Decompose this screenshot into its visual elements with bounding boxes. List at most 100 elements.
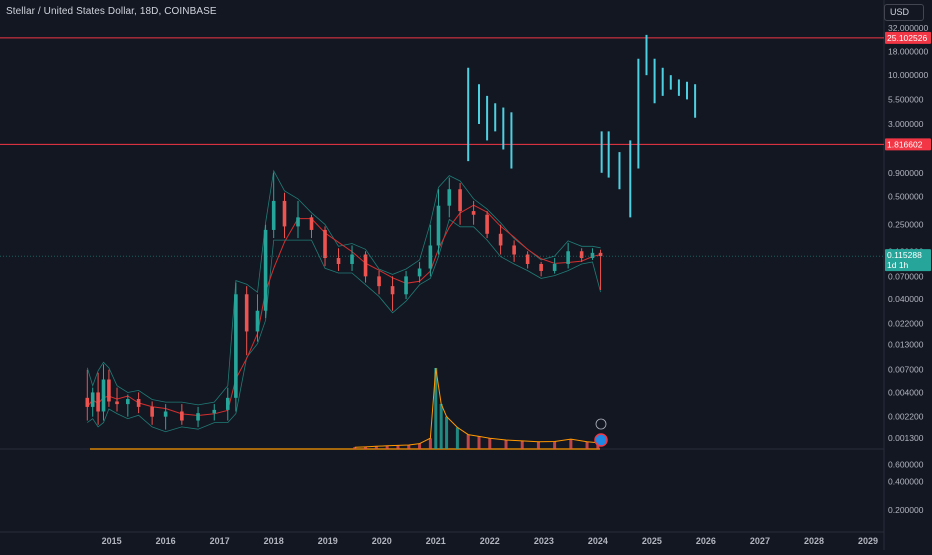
lightning-icon[interactable] <box>595 418 607 430</box>
last-price-label-bg <box>885 249 931 272</box>
candle-body <box>90 392 95 407</box>
candle-body <box>85 397 90 407</box>
candle-body <box>598 252 603 257</box>
candle-body <box>244 294 249 332</box>
price-axis-tick: 0.040000 <box>888 294 924 304</box>
candle-body <box>263 229 268 311</box>
band-upper-line <box>86 169 601 406</box>
candle-body <box>96 392 100 412</box>
candle-body <box>404 276 408 295</box>
volume-bar <box>439 404 443 449</box>
volume-bar <box>455 427 459 449</box>
volume-bar <box>520 440 524 449</box>
candle-body <box>417 268 422 277</box>
time-axis-tick: 2020 <box>372 536 392 546</box>
candle-body <box>512 245 516 255</box>
time-axis-tick: 2019 <box>318 536 338 546</box>
candle-body <box>296 217 300 227</box>
volume-average-line <box>354 367 598 448</box>
horizontal-line-label: 1.816602 <box>887 139 923 149</box>
price-axis-tick: 0.500000 <box>888 192 924 202</box>
candle-body <box>336 258 341 264</box>
candle-body <box>436 205 441 246</box>
time-axis-tick: 2016 <box>156 536 176 546</box>
candle-body <box>126 399 130 405</box>
volume-bar <box>353 447 357 449</box>
time-axis-tick: 2022 <box>480 536 500 546</box>
candle-body <box>428 245 433 269</box>
candle-body <box>390 286 395 295</box>
candle-body <box>271 200 276 230</box>
price-axis-tick: 0.070000 <box>888 271 924 281</box>
candle-body <box>539 263 543 271</box>
candle-body <box>363 254 368 277</box>
candle-body <box>350 254 354 264</box>
price-axis-tick: 32.000000 <box>888 23 928 33</box>
candle-body <box>485 214 489 234</box>
candle-body <box>309 217 314 230</box>
volume-bar <box>374 446 378 449</box>
price-axis-tick: 0.001300 <box>888 433 924 443</box>
volume-bar <box>466 434 470 449</box>
price-axis-tick: 0.900000 <box>888 168 924 178</box>
price-axis-tick: 0.022000 <box>888 318 924 328</box>
candle-body <box>180 411 184 421</box>
candle-body <box>323 229 327 259</box>
volume-bar <box>488 438 492 449</box>
volume-bar <box>428 438 432 449</box>
price-axis-tick: 0.250000 <box>888 220 924 230</box>
time-axis-tick: 2028 <box>804 536 824 546</box>
volume-bar <box>407 445 411 449</box>
candle-body <box>115 401 119 405</box>
price-axis-tick: 0.002200 <box>888 412 924 422</box>
candle-body <box>255 310 260 332</box>
volume-bar <box>477 436 481 449</box>
price-axis-tick: 10.000000 <box>888 70 928 80</box>
volume-bar <box>585 441 589 449</box>
price-axis-tick: 0.004000 <box>888 387 924 397</box>
horizontal-line-label: 25.102526 <box>887 33 927 43</box>
volume-bar <box>418 443 422 449</box>
candle-body <box>525 254 530 264</box>
time-axis-tick: 2024 <box>588 536 608 546</box>
time-axis-tick: 2026 <box>696 536 716 546</box>
candle-body <box>590 252 595 259</box>
currency-button[interactable]: USD <box>884 4 924 21</box>
candle-body <box>566 251 570 264</box>
time-axis-tick: 2027 <box>750 536 770 546</box>
time-axis-tick: 2021 <box>426 536 446 546</box>
candle-body <box>498 233 503 246</box>
time-axis-tick: 2025 <box>642 536 662 546</box>
candle-body <box>196 413 200 421</box>
candle-body <box>212 409 217 414</box>
candle-body <box>225 397 230 410</box>
candle-body <box>458 189 462 212</box>
band-lower-line <box>87 218 601 433</box>
volume-axis-tick: 0.400000 <box>888 476 924 486</box>
current-bar-marker-icon[interactable] <box>594 433 608 447</box>
moving-average-line <box>86 204 601 417</box>
horizontal-line-label-bg <box>885 138 931 151</box>
symbol-title: Stellar / United States Dollar, 18D, COI… <box>6 6 217 17</box>
time-axis-tick: 2023 <box>534 536 554 546</box>
volume-bar <box>385 445 389 449</box>
time-axis-tick: 2015 <box>102 536 122 546</box>
candle-body <box>150 406 154 417</box>
price-axis-tick: 0.007000 <box>888 365 924 375</box>
volume-bar <box>569 439 573 449</box>
volume-bar <box>553 441 557 449</box>
last-price-countdown: 1d 1h <box>887 260 909 270</box>
volume-bar <box>445 416 449 449</box>
candle-body <box>552 263 557 271</box>
volume-axis-tick: 0.600000 <box>888 459 924 469</box>
price-axis-tick: 0.013000 <box>888 340 924 350</box>
volume-bar <box>396 445 400 449</box>
volume-axis-tick: 0.200000 <box>888 505 924 515</box>
horizontal-line-label-bg <box>885 31 931 44</box>
candle-body <box>101 379 106 412</box>
candle-body <box>136 399 141 407</box>
candle-body <box>163 411 168 417</box>
last-price-value: 0.115288 <box>887 250 922 260</box>
